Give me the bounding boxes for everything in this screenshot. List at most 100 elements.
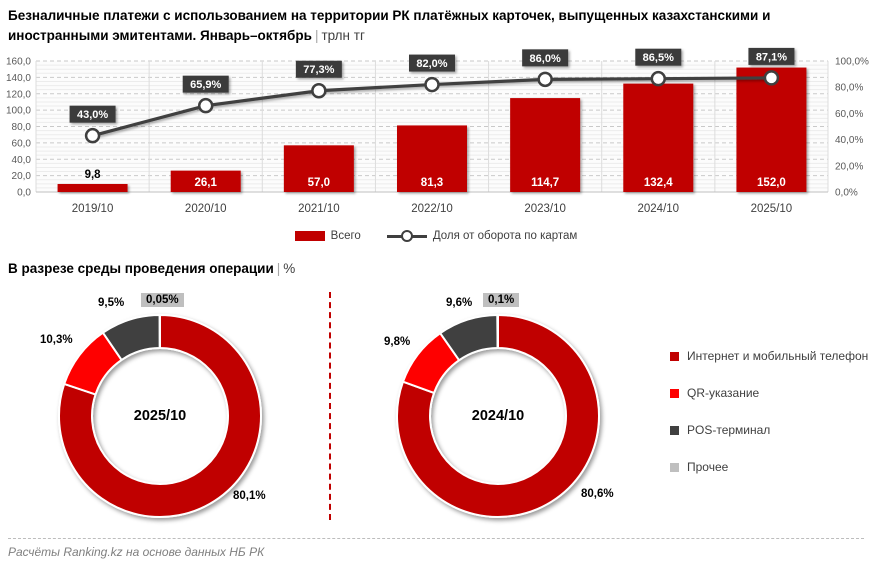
right-axis-tick: 80,0%: [835, 83, 863, 94]
combo-chart-legend: Всего Доля от оборота по картам: [0, 227, 872, 245]
section2-separator: |: [276, 261, 281, 277]
bar-2020/10: [170, 170, 241, 193]
donut-slices: [58, 314, 262, 519]
line-point-2020/10: [197, 98, 214, 114]
x-axis-label: 2023/10: [524, 203, 566, 215]
bar-2019/10: [57, 184, 128, 193]
left-axis-tick: 140,0: [6, 73, 31, 84]
left-axis-tick: 120,0: [6, 89, 31, 100]
x-axis-label: 2020/10: [185, 203, 227, 215]
bar-label: 9,8: [85, 169, 102, 181]
left-axis-tick: 80,0: [12, 122, 32, 133]
bar-2021/10: [283, 145, 354, 193]
donut-2024-label-pos: 9,6%: [446, 297, 473, 310]
legend-item-total: Всего: [294, 230, 361, 243]
legend-label-internet: Интернет и мобильный телефон: [687, 349, 869, 364]
donut-2024-label-other: 0,1%: [483, 293, 520, 308]
donut-slice-0: [396, 314, 600, 519]
legend-swatch-qr: [670, 389, 679, 399]
title-separator: |: [314, 27, 319, 43]
line-point-label: 65,9%: [190, 79, 221, 91]
donut-legend-item-other: Прочее: [670, 461, 868, 474]
left-axis-tick: 100,0: [6, 106, 31, 117]
bar-2024/10: [623, 83, 694, 193]
donut-2025-label-pos: 9,5%: [98, 297, 125, 310]
donut-charts-area: 2025/10 2024/10 80,1% 10,3% 9,5% 0,05% 8…: [0, 284, 872, 530]
right-axis-tick: 100,0%: [835, 57, 869, 68]
right-axis-tick: 60,0%: [835, 109, 863, 120]
x-axis-label: 2022/10: [411, 203, 453, 215]
left-axis-tick: 40,0: [12, 155, 32, 166]
legend-swatch-internet: [670, 352, 679, 362]
line-marker-swatch: [386, 230, 427, 243]
bar-label: 152,0: [757, 177, 786, 189]
line-point-label: 86,0%: [530, 53, 561, 65]
x-axis-label: 2024/10: [637, 203, 679, 215]
title-unit: трлн тг: [321, 27, 365, 43]
left-axis-tick: 0,0: [17, 188, 31, 199]
line-series: 43,0% 65,9% 77,3% 82,0% 86,0% 86,5% 87,1%: [69, 48, 795, 144]
legend-swatch-pos: [670, 426, 679, 436]
line-point-2021/10: [311, 83, 327, 99]
bar-label: 81,3: [421, 177, 443, 189]
legend-label-total: Всего: [330, 230, 361, 243]
left-axis-tick: 20,0: [12, 171, 32, 182]
bar-swatch: [294, 231, 325, 242]
donut-2025-center-label: 2025/10: [133, 408, 187, 425]
donut-2025-label-qr: 10,3%: [40, 334, 73, 347]
donut-2025-label-other: 0,05%: [141, 293, 184, 308]
legend-item-share: Доля от оборота по картам: [386, 230, 577, 243]
legend-label-pos: POS-терминал: [687, 423, 771, 438]
bar-label: 26,1: [195, 177, 218, 189]
section2-title-text: В разрезе среды проведения операции: [8, 261, 274, 277]
bar-label: 57,0: [308, 177, 330, 189]
section2-title: В разрезе среды проведения операции |%: [8, 261, 862, 276]
infographic-page: Безналичные платежи с использованием на …: [0, 6, 872, 568]
line-point-2023/10: [537, 71, 553, 88]
line-point-2025/10: [763, 70, 780, 86]
bar-label: 114,7: [531, 177, 559, 189]
legend-swatch-other: [670, 463, 679, 473]
line-point-label: 82,0%: [416, 58, 447, 70]
x-axis-label: 2025/10: [751, 203, 793, 215]
donut-legend-item-pos: POS-терминал: [670, 424, 868, 437]
line-point-label: 43,0%: [77, 109, 108, 121]
x-axis-label: 2019/10: [72, 203, 114, 215]
line-point-label: 77,3%: [303, 64, 334, 76]
donut-legend-item-qr: QR-указание: [670, 387, 868, 400]
line-point-2019/10: [84, 128, 101, 144]
title-text: Безналичные платежи с использованием на …: [8, 8, 771, 43]
page-title: Безналичные платежи с использованием на …: [8, 6, 862, 45]
donut-slices: [396, 314, 600, 519]
donut-legend: Интернет и мобильный телефон QR-указание…: [670, 350, 868, 498]
line-swatch-marker: [400, 230, 413, 243]
combo-bar-line-chart: 0,0 20,0 40,0 60,0 80,0 100,0 120,0 140,0 160,0 0…: [6, 48, 869, 215]
left-axis-tick: 160,0: [6, 57, 31, 68]
donut-legend-item-internet: Интернет и мобильный телефон: [670, 350, 868, 363]
donut-chart-2024: [396, 314, 600, 519]
bar-label: 132,4: [644, 177, 673, 189]
right-axis-tick: 0,0%: [835, 188, 858, 199]
bar-2023/10: [510, 98, 581, 193]
line-point-label: 86,5%: [643, 52, 674, 64]
source-note: Расчёты Ranking.kz на основе данных НБ Р…: [8, 538, 864, 559]
x-axis-label: 2021/10: [298, 203, 340, 215]
bar-2025/10: [736, 67, 807, 193]
line-point-2022/10: [424, 76, 440, 93]
section2-unit: %: [283, 261, 296, 277]
donut-slice-3: [496, 314, 499, 350]
legend-label-qr: QR-указание: [687, 386, 760, 401]
red-dashed-divider: [329, 292, 331, 521]
donut-2024-center-label: 2024/10: [471, 408, 525, 425]
line-point-2024/10: [650, 71, 667, 87]
right-axis-tick: 40,0%: [835, 135, 863, 146]
donut-2024-label-qr: 9,8%: [384, 336, 411, 349]
donut-slice-0: [58, 314, 262, 519]
line-point-label: 87,1%: [756, 52, 787, 64]
bar-2022/10: [397, 125, 467, 193]
donut-2025-label-internet: 80,1%: [233, 490, 266, 503]
left-axis-tick: 60,0: [12, 139, 32, 150]
right-axis-tick: 20,0%: [835, 161, 863, 172]
legend-label-other: Прочее: [687, 460, 729, 475]
donut-2024-label-internet: 80,6%: [581, 488, 614, 501]
